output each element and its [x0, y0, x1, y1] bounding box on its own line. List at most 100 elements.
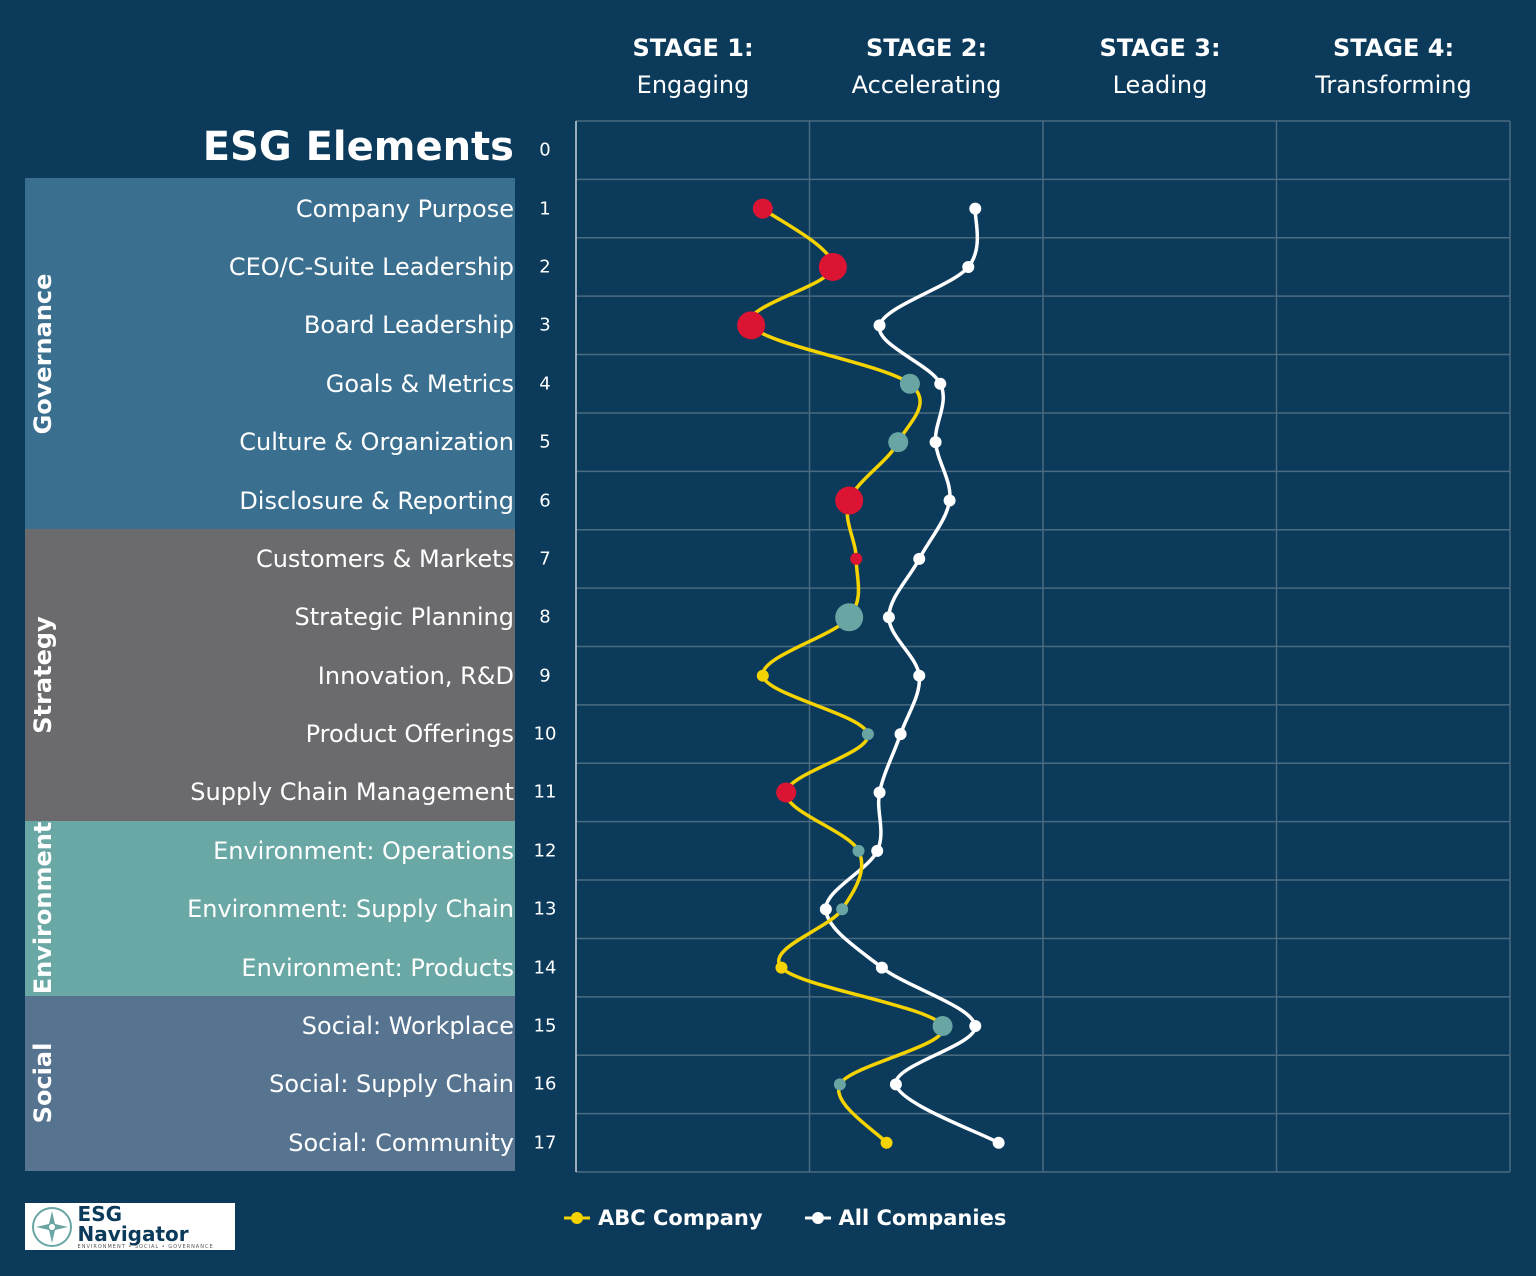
element-label: Culture & Organization [239, 428, 514, 457]
element-label: Social: Community [288, 1128, 514, 1157]
data-point-all-companies [913, 669, 926, 682]
row-number: 2 [539, 256, 551, 278]
row-number: 15 [533, 1015, 557, 1037]
stage-header: STAGE 3: Leading [1043, 30, 1277, 104]
row-number: 12 [533, 840, 557, 862]
row-number: 11 [533, 781, 557, 803]
row-number: 9 [539, 665, 551, 687]
data-point-all-companies [934, 377, 947, 390]
data-point-abc-company [880, 1136, 893, 1149]
data-point-all-companies [889, 1078, 902, 1091]
element-label: CEO/C-Suite Leadership [228, 252, 514, 281]
data-point-abc-company [835, 603, 864, 632]
legend-marker-all-icon [804, 1212, 831, 1224]
group-panel-environment: Environment [25, 820, 515, 996]
legend-marker-abc-icon [564, 1212, 590, 1224]
row-number: 1 [539, 198, 551, 220]
element-label: Environment: Supply Chain [187, 895, 514, 924]
group-panel-governance: Governance [25, 178, 515, 529]
data-point-abc-company [833, 1078, 846, 1091]
stage-title: STAGE 4: [1332, 34, 1455, 62]
row-number: 7 [539, 548, 551, 570]
element-label: Company Purpose [295, 194, 514, 223]
row-number: 17 [533, 1132, 557, 1154]
stage-title: STAGE 1: [632, 34, 754, 62]
stage-header: STAGE 1: Engaging [576, 30, 810, 104]
data-point-all-companies [875, 961, 888, 974]
group-panel-social: Social [25, 995, 515, 1171]
element-label: Social: Workplace [301, 1012, 514, 1041]
data-point-all-companies [873, 786, 886, 799]
data-point-all-companies [969, 202, 982, 215]
row-number: 4 [539, 373, 551, 395]
stage-header: STAGE 2: Accelerating [810, 30, 1044, 104]
data-point-abc-company [899, 373, 920, 394]
element-label: Social: Supply Chain [269, 1070, 514, 1099]
element-label: Disclosure & Reporting [239, 486, 514, 515]
series-line-all-companies [824, 208, 1000, 1145]
data-point-abc-company [850, 552, 863, 565]
data-point-abc-company [888, 432, 909, 453]
row-number: 10 [533, 723, 557, 745]
data-point-abc-company [775, 961, 788, 974]
row-number: 16 [533, 1073, 557, 1095]
data-point-abc-company [932, 1016, 953, 1037]
data-point-all-companies [929, 436, 942, 449]
legend-item-abc: ABC Company [562, 1206, 763, 1230]
data-point-all-companies [969, 1020, 982, 1033]
stage-title: STAGE 3: [1099, 34, 1221, 62]
logo-tagline: ENVIRONMENT • SOCIAL • GOVERNANCE [77, 1243, 214, 1250]
stage-name: Engaging [636, 71, 750, 99]
element-label: Supply Chain Management [190, 778, 514, 807]
element-label: Product Offerings [305, 720, 514, 749]
group-panel-strategy: Strategy [25, 528, 515, 821]
element-label: Board Leadership [303, 311, 514, 340]
legend-item-all: All Companies [803, 1206, 1007, 1230]
data-point-all-companies [943, 494, 956, 507]
data-point-all-companies [962, 260, 975, 273]
stage-title: STAGE 2: [865, 34, 988, 62]
data-point-all-companies [913, 552, 926, 565]
element-label: Customers & Markets [255, 544, 514, 573]
legend-label: All Companies [838, 1206, 1007, 1230]
element-label: Goals & Metrics [325, 369, 514, 398]
row-number: 13 [533, 898, 557, 920]
stage-name: Accelerating [851, 71, 1002, 99]
compass-icon [32, 1206, 72, 1247]
legend-label: ABC Company [598, 1206, 763, 1230]
row-number: 6 [539, 490, 551, 512]
element-label: Environment: Products [241, 953, 514, 982]
stage-header: STAGE 4: Transforming [1277, 30, 1511, 104]
legend: ABC Company All Companies [562, 1206, 1006, 1230]
data-point-all-companies [873, 319, 886, 332]
data-point-abc-company [776, 782, 797, 803]
data-point-abc-company [752, 198, 773, 219]
data-point-abc-company [861, 728, 874, 741]
chart-title: ESG Elements [202, 124, 514, 170]
row-number: 8 [539, 606, 551, 628]
data-point-abc-company [818, 252, 847, 281]
data-point-all-companies [819, 903, 832, 916]
series-line-abc-company [748, 207, 945, 1145]
data-point-abc-company [835, 486, 864, 515]
data-point-abc-company [737, 311, 766, 340]
row-number: 14 [533, 957, 557, 979]
data-point-all-companies [882, 611, 895, 624]
element-label: Environment: Operations [213, 836, 514, 865]
row-number: 3 [539, 314, 551, 336]
row-number: 0 [539, 139, 551, 161]
data-point-abc-company [836, 903, 849, 916]
data-point-all-companies [992, 1136, 1005, 1149]
data-point-abc-company [852, 844, 865, 857]
stage-name: Transforming [1315, 71, 1472, 99]
data-point-all-companies [894, 728, 907, 741]
data-point-abc-company [756, 669, 769, 682]
row-number: 5 [539, 431, 551, 453]
data-point-all-companies [871, 844, 884, 857]
esg-navigator-logo: ESG Navigator ENVIRONMENT • SOCIAL • GOV… [25, 1203, 235, 1250]
element-label: Strategic Planning [294, 603, 514, 632]
stage-name: Leading [1112, 71, 1208, 99]
logo-text: ESG Navigator [77, 1201, 189, 1246]
element-label: Innovation, R&D [317, 661, 514, 690]
